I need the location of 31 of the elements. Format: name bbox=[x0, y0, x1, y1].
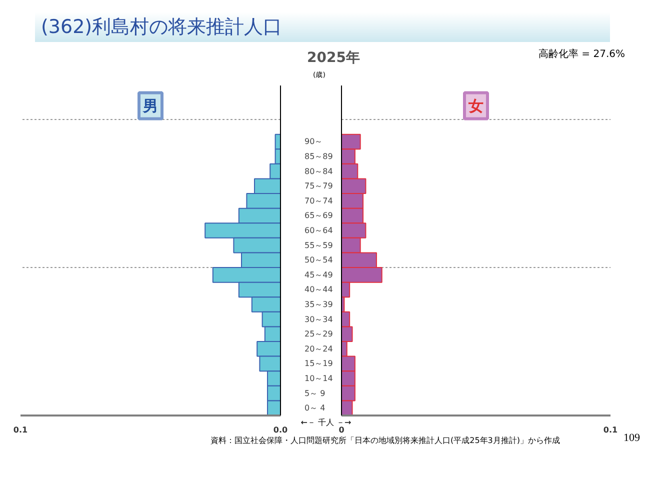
y-tick-label: 70～74 bbox=[304, 196, 333, 206]
y-tick-label: 15～19 bbox=[304, 359, 333, 368]
y-tick-label: 90～ bbox=[304, 137, 323, 146]
y-tick-label: 55～59 bbox=[304, 240, 333, 250]
y-tick-label: 5～ 9 bbox=[304, 388, 326, 398]
y-tick-label: 85～89 bbox=[304, 152, 333, 162]
y-tick-label: 30～34 bbox=[304, 314, 333, 324]
text: 男 bbox=[142, 96, 158, 115]
text: 高齢化率 = 27.6% bbox=[538, 48, 625, 62]
y-tick-label: 65～69 bbox=[304, 211, 333, 220]
text: 資料：国立社会保障・人口問題研究所「日本の地域別将来推計人口(平成25年3月推計)」から作成 bbox=[210, 435, 560, 446]
y-tick-label: 10～14 bbox=[304, 374, 333, 384]
y-tick-label: 35～39 bbox=[304, 300, 333, 310]
y-tick-label: 40～44 bbox=[304, 285, 333, 294]
y-tick-label: 60～64 bbox=[304, 226, 333, 236]
y-tick-label: 25～29 bbox=[304, 330, 333, 339]
y-tick-label: 80～84 bbox=[304, 166, 333, 176]
text: 女 bbox=[468, 96, 484, 115]
x-axis-title: ←－ 千人 －→ bbox=[300, 417, 352, 427]
text: 109 bbox=[624, 431, 640, 446]
y-tick-label: 20～24 bbox=[304, 344, 333, 354]
x-tick-label: 0 bbox=[338, 426, 345, 434]
y-tick-label: 50～54 bbox=[304, 256, 333, 265]
text: 2025年 bbox=[307, 49, 360, 68]
x-tick-label: 0.0 bbox=[273, 426, 288, 434]
x-tick-label: 0.1 bbox=[13, 426, 28, 434]
chart-title: (362)利島村の将来推計人口 bbox=[41, 15, 282, 40]
y-tick-label: 75～79 bbox=[304, 182, 333, 191]
y-tick-label: 45～49 bbox=[304, 270, 333, 280]
y-tick-label: 0～ 4 bbox=[304, 404, 326, 413]
x-tick-label: 0.1 bbox=[603, 426, 618, 434]
